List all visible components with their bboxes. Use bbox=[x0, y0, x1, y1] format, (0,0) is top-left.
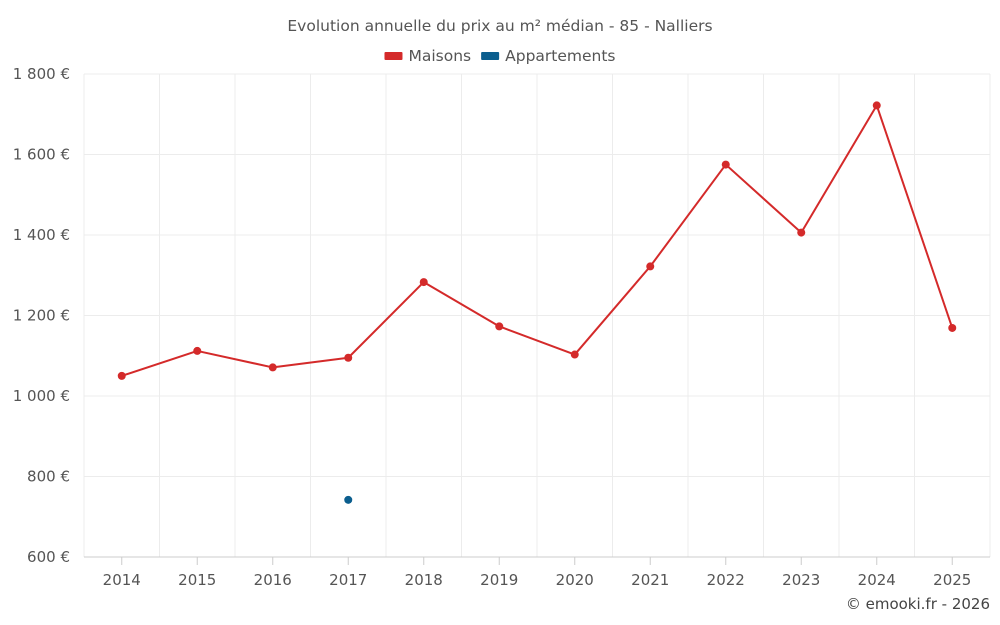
x-tick-label: 2014 bbox=[103, 571, 141, 589]
x-tick-label: 2025 bbox=[933, 571, 971, 589]
x-tick-label: 2019 bbox=[480, 571, 518, 589]
legend-swatch-maisons[interactable] bbox=[384, 52, 403, 60]
x-tick-label: 2016 bbox=[254, 571, 292, 589]
x-tick-label: 2017 bbox=[329, 571, 367, 589]
legend-label-appartements[interactable]: Appartements bbox=[505, 47, 615, 65]
grid bbox=[83, 73, 991, 558]
y-tick-label: 1 600 € bbox=[13, 146, 70, 164]
data-point-maisons[interactable] bbox=[495, 322, 504, 331]
x-tick-label: 2020 bbox=[556, 571, 594, 589]
x-tick-label: 2015 bbox=[178, 571, 216, 589]
x-tick-label: 2024 bbox=[858, 571, 896, 589]
x-tick-label: 2021 bbox=[631, 571, 669, 589]
data-point-maisons[interactable] bbox=[948, 323, 957, 332]
y-tick-label: 1 000 € bbox=[13, 387, 70, 405]
y-tick-label: 1 200 € bbox=[13, 307, 70, 325]
series-line-maisons bbox=[121, 104, 954, 377]
y-tick-label: 1 800 € bbox=[13, 65, 70, 83]
data-point-maisons[interactable] bbox=[268, 363, 277, 372]
y-tick-label: 600 € bbox=[27, 548, 70, 566]
x-axis: 2014 2015 2016 2017 2018 2019 2020 2021 2022 2023… bbox=[84, 556, 990, 589]
data-point-maisons[interactable] bbox=[872, 101, 881, 110]
legend-swatch-appartements[interactable] bbox=[481, 52, 500, 60]
data-point-maisons[interactable] bbox=[344, 353, 353, 362]
data-point-maisons[interactable] bbox=[570, 350, 579, 359]
data-point-maisons[interactable] bbox=[646, 262, 655, 271]
series-layer bbox=[117, 101, 957, 504]
data-point-maisons[interactable] bbox=[117, 371, 126, 380]
x-tick-label: 2023 bbox=[782, 571, 820, 589]
credit-text: © emooki.fr - 2026 bbox=[846, 595, 990, 613]
data-point-maisons[interactable] bbox=[797, 228, 806, 237]
y-tick-label: 800 € bbox=[27, 468, 70, 486]
chart-title: Evolution annuelle du prix au m² médian … bbox=[287, 17, 712, 35]
legend-label-maisons[interactable]: Maisons bbox=[408, 47, 471, 65]
y-tick-label: 1 400 € bbox=[13, 226, 70, 244]
data-point-maisons[interactable] bbox=[721, 160, 730, 169]
data-point-maisons[interactable] bbox=[419, 278, 428, 287]
x-tick-label: 2018 bbox=[405, 571, 443, 589]
data-point-maisons[interactable] bbox=[193, 346, 202, 355]
x-tick-label: 2022 bbox=[707, 571, 745, 589]
legend[interactable]: Maisons Appartements bbox=[384, 47, 616, 65]
series-maisons[interactable] bbox=[117, 101, 957, 380]
series-appartements[interactable] bbox=[344, 495, 353, 504]
data-point-appartements[interactable] bbox=[344, 495, 353, 504]
y-axis: 600 € 800 € 1 000 € 1 200 € 1 400 € 1 600 € 1 … bbox=[13, 65, 70, 566]
